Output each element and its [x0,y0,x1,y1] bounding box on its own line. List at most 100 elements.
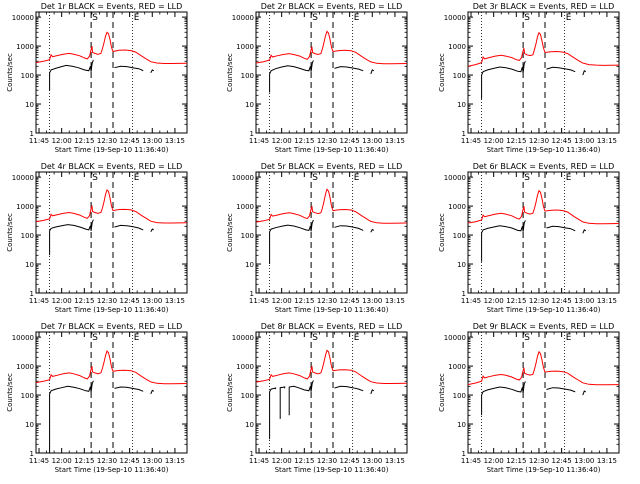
x-tick-label: 12:45 [340,297,360,305]
marker-label-e: E [354,13,360,23]
x-tick-label: 13:00 [142,297,162,305]
y-tick-label: 1000 [236,203,254,211]
series-lld-line [35,189,188,224]
y-tick-label: 1000 [16,203,34,211]
series-lld-line [35,350,188,385]
y-tick-label: 100 [453,392,466,400]
y-axis-label: Counts/sec [226,53,234,92]
x-tick-label: 12:45 [340,137,360,145]
series-events-line [279,386,286,419]
plot-title: Det 7r BLACK = Events, RED = LLD [41,322,183,331]
y-tick-label: 1000 [448,363,466,371]
plot-title: Det 9r BLACK = Events, RED = LLD [473,322,615,331]
marker-label-e: E [134,333,140,343]
y-tick-label: 10 [457,261,466,269]
plot-title: Det 1r BLACK = Events, RED = LLD [41,2,183,11]
series-lld-line [255,349,408,384]
x-tick-label: 12:00 [52,457,72,465]
y-tick-label: 100 [21,232,34,240]
y-tick-label: 10000 [12,334,34,342]
x-tick-label: 12:00 [484,137,504,145]
plot-title: Det 6r BLACK = Events, RED = LLD [473,162,615,171]
x-tick-label: 13:00 [574,137,594,145]
y-tick-label: 1 [30,290,34,298]
y-tick-label: 1000 [448,203,466,211]
marker-label-s: S [312,173,318,183]
y-axis-label: Counts/sec [226,213,234,252]
marker-label-s: S [312,333,318,343]
series-events-line [269,387,277,440]
x-tick-label: 12:30 [317,457,337,465]
series-events-line [49,380,94,453]
x-axis-label: Start Time (19-Sep-10 11:36:40) [275,146,389,154]
x-tick-label: 12:30 [529,297,549,305]
y-tick-label: 100 [453,232,466,240]
x-tick-label: 12:45 [552,457,572,465]
y-tick-label: 10000 [12,14,34,22]
x-tick-label: 13:15 [597,137,617,145]
y-tick-label: 100 [453,72,466,80]
y-tick-label: 10000 [444,14,466,22]
series-events-line [481,381,526,416]
y-axis-label: Counts/sec [438,213,446,252]
y-tick-label: 1 [250,130,254,138]
plot-title: Det 8r BLACK = Events, RED = LLD [261,322,403,331]
x-tick-label: 11:45 [29,137,49,145]
plot-panel-5: Det 5r BLACK = Events, RED = LLD 1 10 100 10… [226,162,408,314]
y-tick-label: 10 [245,261,254,269]
x-axis-label: Start Time (19-Sep-10 11:36:40) [55,146,169,154]
x-tick-label: 11:45 [249,137,269,145]
x-tick-label: 13:15 [385,297,405,305]
series-events-line [582,229,587,234]
marker-label-s: S [92,173,98,183]
x-tick-label: 12:00 [484,297,504,305]
x-axis-label: Start Time (19-Sep-10 11:36:40) [275,466,389,474]
x-tick-label: 12:15 [506,137,526,145]
marker-label-e: E [566,13,572,23]
marker-label-e: E [566,333,572,343]
y-tick-label: 10000 [444,174,466,182]
x-tick-label: 12:30 [97,137,117,145]
y-axis-label: Counts/sec [438,53,446,92]
y-tick-label: 100 [241,232,254,240]
y-tick-label: 10000 [12,174,34,182]
y-tick-label: 1 [462,450,466,458]
series-events-line [370,69,375,75]
marker-label-s: S [524,13,530,23]
x-tick-label: 12:00 [272,457,292,465]
y-tick-label: 10000 [232,334,254,342]
series-events-line [288,380,314,416]
x-tick-label: 12:30 [97,457,117,465]
series-events-line [582,70,587,76]
y-tick-label: 10 [25,261,34,269]
plot-title: Det 4r BLACK = Events, RED = LLD [41,162,183,171]
y-axis-label: Counts/sec [6,53,14,92]
x-tick-label: 11:45 [29,457,49,465]
x-tick-label: 12:30 [529,457,549,465]
series-events-line [546,225,576,232]
x-tick-label: 12:00 [52,297,72,305]
marker-label-s: S [524,173,530,183]
x-tick-label: 12:15 [74,137,94,145]
x-axis-label: Start Time (19-Sep-10 11:36:40) [55,466,169,474]
series-events-line [370,228,375,233]
x-tick-label: 13:15 [597,297,617,305]
plot-panel-2: Det 2r BLACK = Events, RED = LLD 1 10 100 10… [226,2,408,154]
x-tick-label: 12:45 [120,297,140,305]
x-axis-label: Start Time (19-Sep-10 11:36:40) [275,306,389,314]
x-tick-label: 12:30 [97,297,117,305]
series-events-line [582,390,587,396]
x-tick-label: 11:45 [249,297,269,305]
marker-label-e: E [354,173,360,183]
x-tick-label: 13:00 [574,457,594,465]
series-events-line [269,219,314,264]
x-tick-label: 11:45 [461,137,481,145]
y-tick-label: 100 [241,72,254,80]
x-tick-label: 12:45 [340,457,360,465]
marker-label-e: E [566,173,572,183]
series-events-line [150,228,155,232]
y-axis-label: Counts/sec [6,213,14,252]
y-tick-label: 100 [21,72,34,80]
y-tick-label: 1000 [236,363,254,371]
y-tick-label: 1000 [236,43,254,51]
